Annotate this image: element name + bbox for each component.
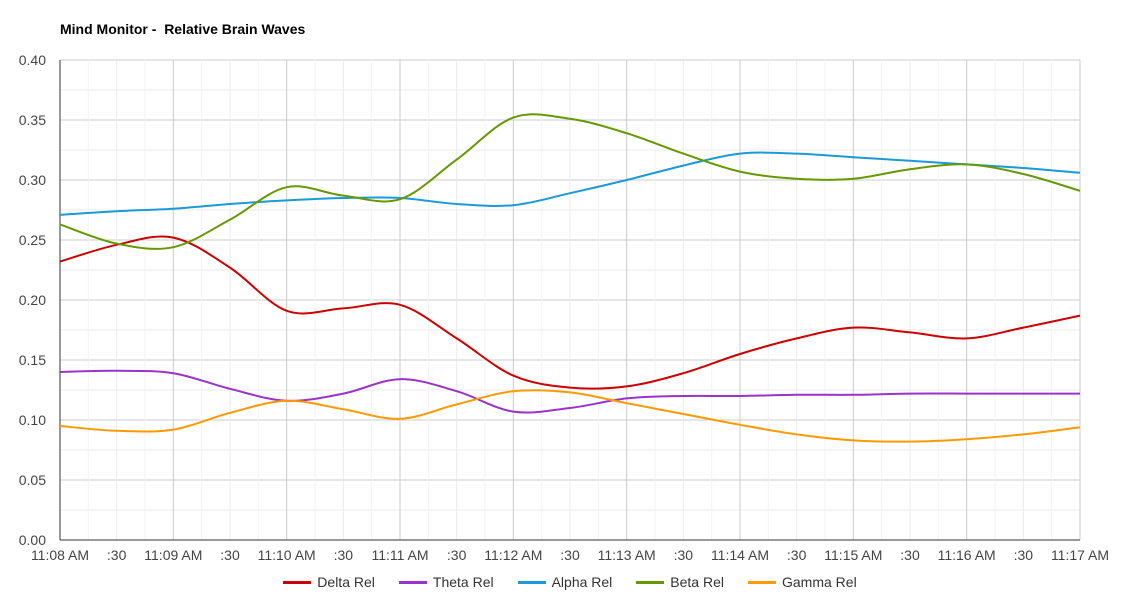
x-tick-label: :30 bbox=[560, 547, 580, 563]
x-tick-label: :30 bbox=[787, 547, 807, 563]
legend-swatch bbox=[283, 580, 312, 584]
x-tick-label: 11:12 AM bbox=[484, 547, 542, 563]
legend-item-delta-rel: Delta Rel bbox=[283, 574, 375, 590]
gamma-rel-line bbox=[59, 389, 1081, 443]
x-tick-label: 11:08 AM bbox=[31, 547, 89, 563]
legend-item-theta-rel: Theta Rel bbox=[398, 574, 494, 590]
legend-label: Beta Rel bbox=[670, 574, 724, 590]
legend-item-beta-rel: Beta Rel bbox=[636, 574, 724, 590]
x-tick-label: :30 bbox=[674, 547, 694, 563]
y-tick-label: 0.40 bbox=[19, 52, 46, 68]
legend-label: Delta Rel bbox=[317, 574, 375, 590]
x-tick-label: :30 bbox=[900, 547, 920, 563]
legend-item-gamma-rel: Gamma Rel bbox=[748, 574, 857, 590]
chart-title: Mind Monitor - Relative Brain Waves bbox=[60, 21, 306, 37]
x-tick-label: 11:11 AM bbox=[371, 547, 428, 563]
legend-label: Alpha Rel bbox=[551, 574, 613, 590]
y-tick-label: 0.20 bbox=[19, 292, 46, 308]
x-tick-label: :30 bbox=[1014, 547, 1034, 563]
y-tick-label: 0.05 bbox=[19, 472, 46, 488]
x-tick-label: :30 bbox=[447, 547, 467, 563]
x-tick-label: 11:10 AM bbox=[258, 547, 316, 563]
x-tick-label: 11:14 AM bbox=[711, 547, 769, 563]
x-tick-label: 11:17 AM bbox=[1051, 547, 1109, 563]
y-tick-label: 0.00 bbox=[19, 532, 46, 548]
x-tick-label: :30 bbox=[220, 547, 240, 563]
legend: Delta Rel Theta Rel Alpha Rel Beta Rel Gamma… bbox=[0, 572, 1140, 592]
alpha-rel-line bbox=[59, 151, 1081, 216]
y-tick-label: 0.30 bbox=[19, 172, 46, 188]
x-tick-label: 11:09 AM bbox=[144, 547, 202, 563]
y-tick-label: 0.15 bbox=[19, 352, 46, 368]
grid-lines bbox=[59, 59, 1081, 541]
line-chart: 0.00 0.05 0.10 0.15 0.20 0.25 0.30 0.35 0.40 11:0… bbox=[19, 52, 1109, 563]
y-tick-label: 0.25 bbox=[19, 232, 46, 248]
legend-swatch bbox=[398, 580, 427, 584]
legend-swatch bbox=[517, 580, 546, 584]
x-tick-label: 11:15 AM bbox=[824, 547, 882, 563]
tick-labels: 0.00 0.05 0.10 0.15 0.20 0.25 0.30 0.35 0.40 11:0… bbox=[19, 52, 1109, 563]
y-tick-label: 0.35 bbox=[19, 112, 46, 128]
theta-rel-line bbox=[59, 369, 1080, 414]
y-tick-label: 0.10 bbox=[19, 412, 46, 428]
x-tick-label: 11:13 AM bbox=[598, 547, 656, 563]
x-tick-label: :30 bbox=[334, 547, 354, 563]
axes bbox=[59, 60, 1080, 541]
x-tick-label: :30 bbox=[107, 547, 127, 563]
legend-swatch bbox=[748, 580, 776, 584]
x-tick-label: 11:16 AM bbox=[938, 547, 996, 563]
legend-label: Gamma Rel bbox=[782, 574, 857, 590]
beta-rel-line bbox=[59, 113, 1081, 250]
legend-swatch bbox=[636, 580, 665, 584]
legend-item-alpha-rel: Alpha Rel bbox=[517, 574, 613, 590]
delta-rel-line bbox=[59, 235, 1081, 390]
series-lines bbox=[59, 113, 1081, 443]
legend-label: Theta Rel bbox=[432, 574, 494, 590]
